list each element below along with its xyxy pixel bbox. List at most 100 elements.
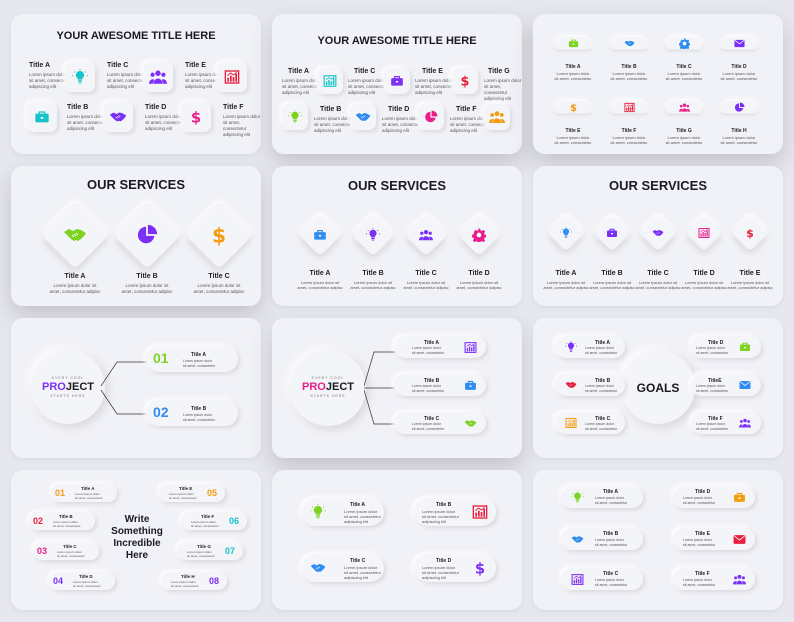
icon-cap xyxy=(666,101,702,113)
handshake-icon xyxy=(652,227,664,239)
item-title: Title G xyxy=(197,544,211,549)
team-icon xyxy=(679,102,690,113)
item-desc: Lorem ipsum dolor sit amet, consectetur xyxy=(683,538,716,547)
item-title: Title C xyxy=(208,273,230,280)
pie-chart-icon xyxy=(136,224,158,246)
handshake-icon xyxy=(571,533,584,546)
icon-tile xyxy=(65,62,95,92)
item-title: Title C xyxy=(354,68,376,75)
list-pill xyxy=(691,412,761,434)
slide-thumbnail-10[interactable]: Write Something Incredible Here 01 Title A Lo… xyxy=(11,470,261,610)
icon-tile xyxy=(103,102,133,132)
item-title: Title A xyxy=(64,273,86,280)
list-pill xyxy=(691,374,761,396)
lightbulb-icon xyxy=(288,110,302,124)
item-desc: Lorem ipsum dolor sit amet, consectetur a… xyxy=(350,280,396,290)
dollar-icon xyxy=(568,102,579,113)
bar-chart-icon xyxy=(323,74,337,88)
item-desc: Lorem ipsum dolor sit amet, consectetur ad… xyxy=(422,509,459,524)
handshake-icon xyxy=(63,223,87,247)
lightbulb-icon xyxy=(560,227,572,239)
item-desc: Lorem ipsum dolor sit amet, consectetur ad… xyxy=(484,78,522,101)
slide-thumbnail-2[interactable]: YOUR AWESOME TITLE HERE Title A Lorem ip… xyxy=(272,14,522,154)
icon-tile xyxy=(317,68,343,94)
bar-chart-icon xyxy=(624,102,635,113)
dollar-icon xyxy=(458,74,472,88)
team-icon xyxy=(489,109,505,125)
slide-thumbnail-11[interactable]: Title A Lorem ipsum dolor sit amet, consec… xyxy=(272,470,522,610)
slide-thumbnail-1[interactable]: YOUR AWESOME TITLE HERE Title A Lorem ip… xyxy=(11,14,261,154)
item-title: Title D xyxy=(145,104,167,111)
pie-chart-icon xyxy=(734,102,745,113)
item-desc: Lorem ipsum dolor sit amet, consectetur xyxy=(696,422,729,431)
slide-thumbnail-3[interactable]: Title A Lorem ipsum dolor sit amet, consec… xyxy=(533,14,783,154)
team-icon xyxy=(739,417,751,429)
list-pill xyxy=(181,512,247,530)
item-desc: Lorem ipsum dolor sit amet, consectetur xyxy=(696,346,729,355)
icon-tile xyxy=(384,68,410,94)
item-desc: Lorem ipsum dolor sit amet, consectetur xyxy=(610,135,648,145)
slide-thumbnail-8[interactable]: EVERY COOL PROJECT STARTS HERE Title A Lo… xyxy=(272,318,522,458)
center-bottom-text: STARTS HERE xyxy=(50,394,86,398)
slide-title: YOUR AWESOME TITLE HERE xyxy=(317,35,477,47)
item-desc: Lorem ipsum dolor sit amet, consectetur xyxy=(585,346,618,355)
slide-thumbnail-9[interactable]: GOALS Title A Lorem ipsum dolor sit amet, … xyxy=(533,318,783,458)
item-title: Title A xyxy=(81,486,95,491)
item-desc: Lorem ipsum dolor sit amet, consectetur a… xyxy=(49,283,101,294)
item-title: Title D xyxy=(731,64,747,70)
item-title: Title C xyxy=(107,62,129,69)
dollar-icon xyxy=(188,109,204,125)
center-top-text: EVERY COOL xyxy=(51,376,85,380)
item-title: Title D xyxy=(708,340,724,346)
mail-icon xyxy=(734,38,745,49)
lightbulb-icon xyxy=(366,228,380,242)
item-title: Title D xyxy=(79,574,93,579)
lightbulb-icon xyxy=(310,504,326,520)
item-title: Title E xyxy=(565,128,581,134)
icon-tile xyxy=(484,104,510,130)
item-title: Title B xyxy=(67,104,89,111)
item-desc: Lorem ipsum dolor sit amet, consectetur xyxy=(595,538,628,547)
icon-tile xyxy=(181,102,211,132)
step-number: 01 xyxy=(55,488,66,498)
item-desc: Lorem ipsum dolor sit amet, consectetur ad… xyxy=(382,116,424,133)
step-number: 02 xyxy=(153,404,169,420)
lightbulb-icon xyxy=(72,69,88,85)
handshake-icon xyxy=(355,109,371,125)
slide-thumbnail-4[interactable]: OUR SERVICES Title A Lorem ipsum dolor s… xyxy=(11,166,261,306)
item-desc: Lorem ipsum dolor sit amet, consectetur xyxy=(665,135,703,145)
bar-chart-icon xyxy=(472,504,488,520)
briefcase-icon xyxy=(34,109,50,125)
icon-cap xyxy=(611,101,647,113)
item-title: Title A xyxy=(288,68,310,75)
slide-thumbnail-6[interactable]: OUR SERVICES Title A Lorem ipsum dolor si… xyxy=(533,166,783,306)
icon-tile xyxy=(282,104,308,130)
item-title: Title E xyxy=(739,270,761,277)
dollar-icon xyxy=(472,560,488,576)
item-desc: Lorem ipsum dolor sit amet, consectetur ad… xyxy=(348,78,390,95)
item-title: Title B xyxy=(424,378,440,384)
list-pill xyxy=(161,572,227,590)
slide-thumbnail-5[interactable]: OUR SERVICES Title A Lorem ipsum dolor si… xyxy=(272,166,522,306)
item-title: TitleE xyxy=(708,378,722,384)
slide-thumbnail-12[interactable]: Title A Lorem ipsum dolor sit amet, consec… xyxy=(533,470,783,610)
item-desc: Lorem ipsum dolor sit amet, consectetur ad… xyxy=(223,114,261,137)
item-title: Title E xyxy=(179,486,193,491)
bar-chart-icon xyxy=(571,573,584,586)
item-desc: Lorem ipsum dolor sit amet, consectetur xyxy=(554,135,592,145)
list-pill xyxy=(51,484,117,502)
item-title: Title G xyxy=(676,128,692,134)
team-icon xyxy=(733,573,746,586)
item-desc: Lorem ipsum dolor sit amet, consectetur ad… xyxy=(145,114,187,131)
item-title: Title C xyxy=(676,64,692,70)
item-desc: Lorem ipsum dolor sit amet, consectetur a… xyxy=(543,280,589,290)
item-desc: Lorem ipsum dolor sit amet, consectetur a… xyxy=(297,280,343,290)
item-title: Title B xyxy=(59,514,73,519)
item-desc: Lorem ipsum dolor sit amet, consectetur xyxy=(183,359,216,368)
item-desc: Lorem ipsum dolor sit amet, consectetur a… xyxy=(635,280,681,290)
icon-tile xyxy=(217,62,247,92)
item-desc: Lorem ipsum dolor sit amet, consectetur xyxy=(720,71,758,81)
slide-thumbnail-7[interactable]: EVERY COOL PROJECT STARTS HERE 01 Title … xyxy=(11,318,261,458)
item-desc: Lorem ipsum dolor sit amet, consectetur xyxy=(57,550,85,558)
list-pill xyxy=(394,336,486,358)
